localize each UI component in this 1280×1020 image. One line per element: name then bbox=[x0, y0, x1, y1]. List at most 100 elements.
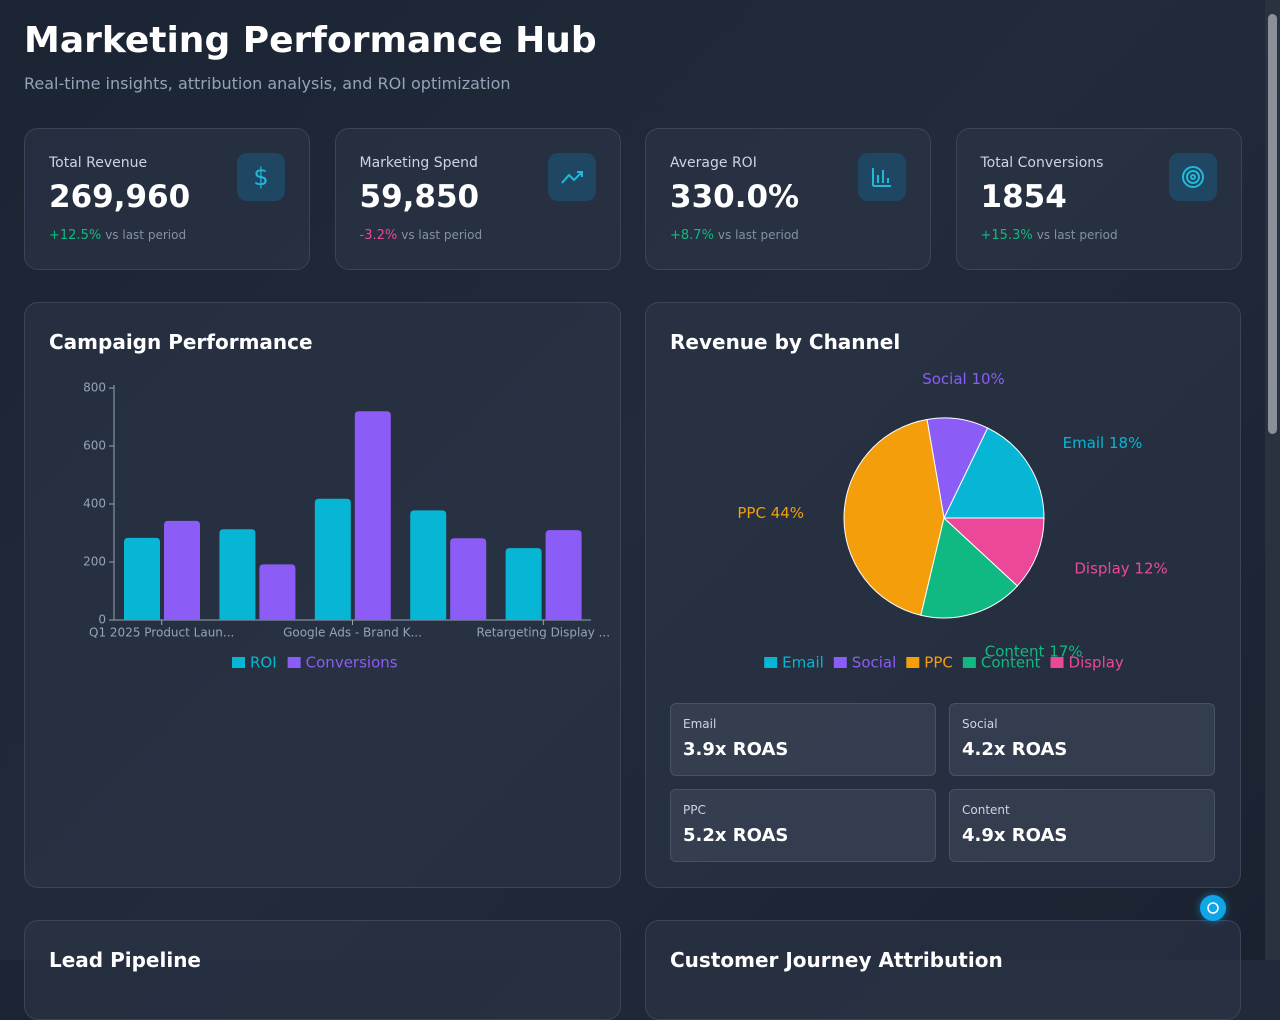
icon-graphic bbox=[872, 168, 891, 187]
x-tick-label: Google Ads - Brand K... bbox=[283, 626, 422, 640]
kpi-note: vs last period bbox=[717, 228, 799, 242]
panel-title: Lead Pipeline bbox=[49, 948, 201, 972]
scrollbar[interactable] bbox=[1265, 0, 1280, 960]
legend-label: Display bbox=[1069, 654, 1124, 672]
kpi-card: Average ROI 330.0% +8.7% vs last period bbox=[645, 128, 931, 270]
pipeline-panel: Lead Pipeline bbox=[24, 920, 621, 1020]
kpi-label: Total Revenue bbox=[49, 155, 148, 171]
kpi-label: Total Conversions bbox=[980, 155, 1104, 171]
legend-label: ROI bbox=[250, 654, 277, 672]
kpi-card: Marketing Spend 59,850 -3.2% vs last period bbox=[334, 128, 621, 270]
roas-card: Social 4.2x ROAS bbox=[949, 703, 1215, 776]
bar bbox=[314, 498, 351, 620]
roas-card: PPC 5.2x ROAS bbox=[670, 789, 936, 862]
kpi-note: vs last period bbox=[1036, 228, 1118, 242]
roas-channel: Social bbox=[962, 717, 998, 731]
legend-label: Email bbox=[782, 654, 824, 672]
y-tick-label: 200 bbox=[83, 555, 106, 569]
slice-label: Email 18% bbox=[1063, 434, 1143, 452]
y-tick-label: 600 bbox=[83, 439, 106, 453]
kpi-card: Total Revenue 269,960 +12.5% vs last period… bbox=[24, 128, 310, 270]
legend-label: Conversions bbox=[306, 654, 398, 672]
x-tick-label: Retargeting Display ... bbox=[477, 626, 611, 640]
kpi-change: +12.5% bbox=[49, 228, 102, 243]
bar bbox=[450, 538, 487, 620]
bar bbox=[219, 529, 256, 620]
kpi-change-row: +15.3% vs last period bbox=[981, 228, 1118, 243]
slice-label: Content 17% bbox=[985, 642, 1083, 660]
legend-label: PPC bbox=[924, 654, 953, 672]
roas-value: 4.2x ROAS bbox=[962, 739, 1068, 760]
legend-item: Content bbox=[962, 654, 1041, 672]
icon-graphic: $ bbox=[253, 163, 268, 191]
pie-slice bbox=[943, 427, 1045, 519]
kpi-icon bbox=[547, 153, 596, 201]
channel-panel: Revenue by Channel Email 18% Social 10% PP… bbox=[645, 302, 1241, 888]
kpi-change-row: +12.5% vs last period bbox=[49, 228, 186, 243]
bar bbox=[354, 411, 391, 620]
pie-slice bbox=[920, 517, 1019, 619]
kpi-card: Total Conversions 1854 +15.3% vs last perio… bbox=[955, 128, 1242, 270]
legend-swatch bbox=[833, 657, 847, 668]
kpi-icon bbox=[858, 153, 906, 201]
pie-slice bbox=[942, 517, 1045, 587]
kpi-icon bbox=[1168, 153, 1217, 201]
y-tick-label: 800 bbox=[83, 381, 106, 395]
legend-item: Social bbox=[833, 654, 896, 672]
campaign-panel: Campaign Performance 0 200 400 600 800 Q1 202… bbox=[24, 302, 621, 888]
scroll-thumb[interactable] bbox=[1268, 14, 1277, 434]
page-title: Marketing Performance Hub bbox=[24, 20, 597, 61]
page-subtitle: Real-time insights, attribution analysis… bbox=[24, 74, 511, 93]
bar bbox=[259, 564, 296, 620]
roas-card: Email 3.9x ROAS bbox=[670, 703, 936, 776]
legend-swatch bbox=[962, 657, 976, 668]
kpi-note: vs last period bbox=[401, 228, 483, 242]
bar bbox=[164, 520, 200, 620]
kpi-change-row: -3.2% vs last period bbox=[360, 228, 483, 243]
slice-label: Display 12% bbox=[1074, 560, 1167, 578]
roas-card: Content 4.9x ROAS bbox=[949, 789, 1215, 862]
kpi-change-row: +8.7% vs last period bbox=[670, 228, 799, 243]
kpi-label: Average ROI bbox=[670, 155, 757, 171]
kpi-label: Marketing Spend bbox=[359, 155, 478, 171]
slice-label: Social 10% bbox=[922, 370, 1005, 388]
legend-swatch bbox=[764, 657, 778, 668]
legend-label: Social bbox=[852, 654, 896, 672]
x-tick-label: Q1 2025 Product Laun... bbox=[89, 626, 234, 640]
kpi-value: 269,960 bbox=[49, 179, 191, 215]
slice-label: PPC 44% bbox=[737, 504, 804, 522]
bar bbox=[505, 548, 542, 620]
kpi-value: 330.0% bbox=[670, 179, 800, 215]
y-tick-label: 400 bbox=[83, 497, 106, 511]
chat-icon bbox=[1207, 902, 1219, 914]
icon-graphic bbox=[560, 171, 583, 184]
kpi-note: vs last period bbox=[105, 228, 187, 242]
legend-item: Email bbox=[764, 654, 824, 672]
roas-value: 3.9x ROAS bbox=[683, 739, 789, 760]
bar bbox=[545, 530, 582, 620]
legend-label: Content bbox=[981, 654, 1041, 672]
legend-swatch bbox=[232, 657, 245, 668]
roas-channel: Email bbox=[683, 717, 717, 731]
bar bbox=[410, 510, 447, 620]
legend-swatch bbox=[1050, 657, 1064, 668]
kpi-icon: $ bbox=[237, 153, 285, 201]
panel-title: Campaign Performance bbox=[49, 330, 313, 354]
y-tick-label: 0 bbox=[98, 613, 106, 627]
kpi-value: 59,850 bbox=[359, 179, 480, 215]
roas-channel: Content bbox=[962, 803, 1010, 817]
panel-title: Revenue by Channel bbox=[670, 330, 901, 354]
kpi-change: -3.2% bbox=[359, 228, 398, 243]
attribution-panel: Customer Journey Attribution bbox=[645, 920, 1241, 1020]
roas-value: 5.2x ROAS bbox=[683, 825, 789, 846]
roas-channel: PPC bbox=[683, 803, 706, 817]
bar-chart: 0 200 400 600 800 Q1 2025 Product Laun... Goog… bbox=[83, 381, 611, 672]
chat-button[interactable] bbox=[1200, 895, 1226, 921]
legend-item: Display bbox=[1050, 654, 1124, 672]
pie-slice bbox=[843, 418, 945, 616]
bar bbox=[124, 537, 160, 620]
legend-swatch bbox=[906, 657, 920, 668]
kpi-change: +15.3% bbox=[980, 228, 1033, 243]
icon-graphic bbox=[1181, 166, 1204, 188]
